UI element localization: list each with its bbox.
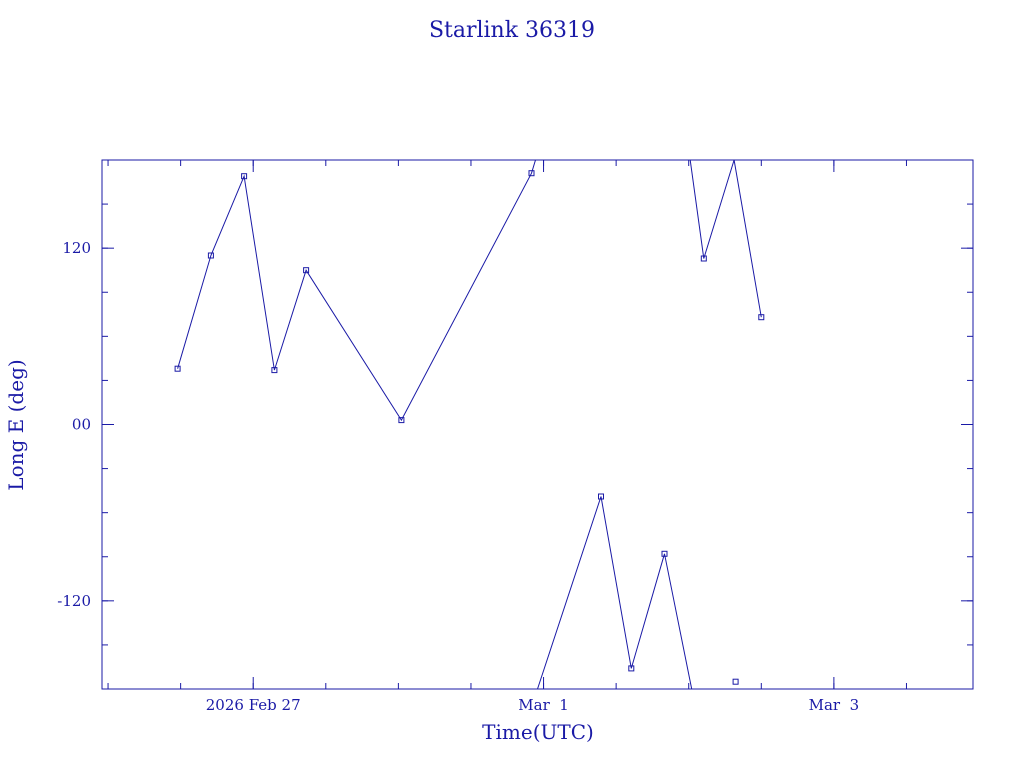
data-point-marker [271,367,278,374]
data-point-marker [241,173,248,180]
tick-labels: 2026 Feb 27 Mar 1 Mar 3 120 00 -120 [57,239,859,714]
x-axis-title: Time(UTC) [482,720,594,744]
series-group [174,160,765,689]
y-tick-label: 00 [72,416,91,434]
data-point-marker [661,550,668,557]
y-tick-label: 120 [62,239,91,257]
x-tick-label: 2026 Feb 27 [206,696,301,714]
x-tick-label: Mar 1 [518,696,569,714]
chart-title: Starlink 36319 [429,18,595,43]
y-axis-title: Long E (deg) [4,359,28,490]
y-tick-label: -120 [57,592,91,610]
data-point-marker [174,365,181,372]
data-point-marker [528,170,535,177]
x-tick-label: Mar 3 [809,696,860,714]
series-line [689,160,762,318]
data-point-marker [398,417,405,424]
series-line [177,160,536,422]
data-point-marker [598,493,604,500]
data-point-marker [700,255,707,262]
plot-frame [101,159,974,690]
data-point-marker [207,252,214,259]
data-point-marker [303,267,310,274]
data-point-marker [732,678,739,685]
axis-ticks [102,160,973,689]
data-point-marker [758,314,765,321]
series-line [537,496,693,689]
data-point-marker [628,665,635,672]
